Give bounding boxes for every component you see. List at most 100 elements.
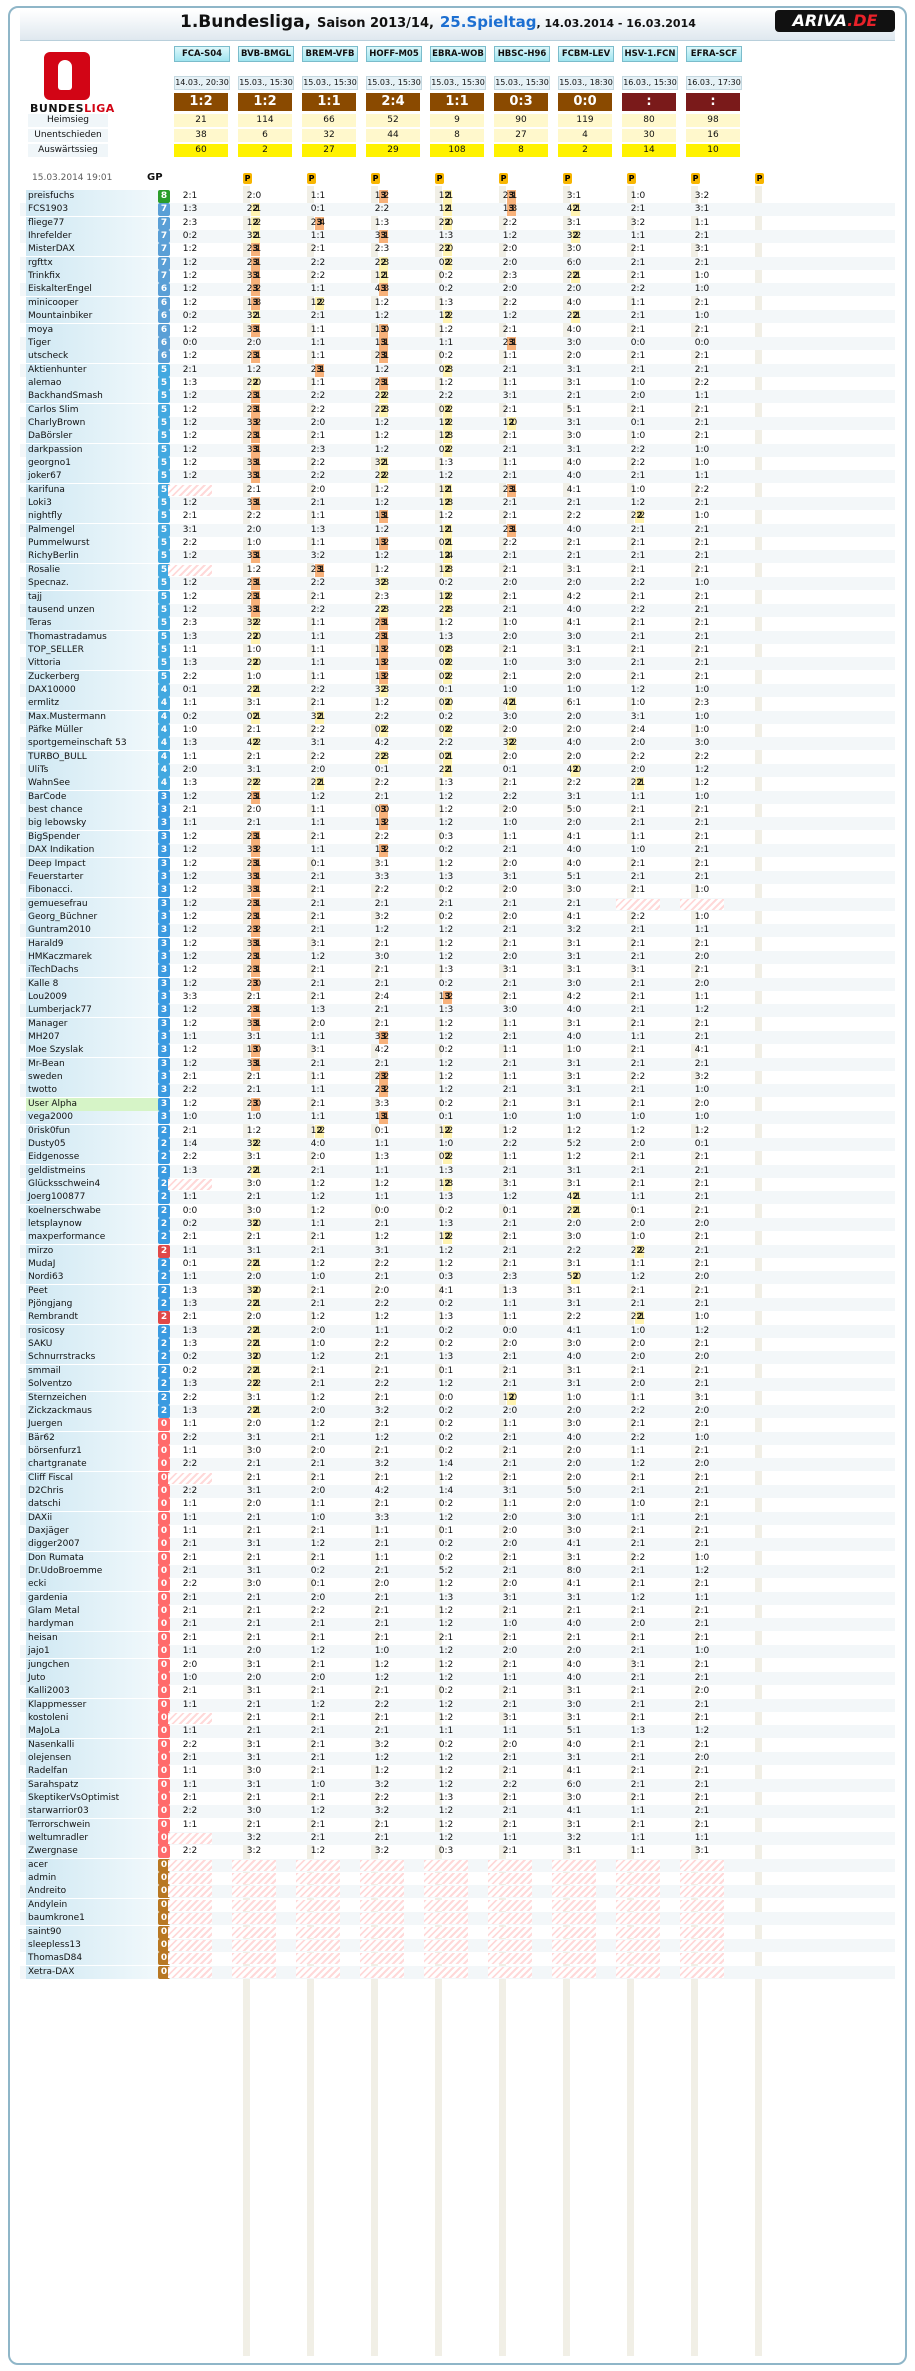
player-name[interactable]: Peet bbox=[26, 1284, 168, 1298]
player-name[interactable]: letsplaynow bbox=[26, 1217, 168, 1231]
player-name[interactable]: ermlitz bbox=[26, 697, 168, 711]
player-name[interactable]: tausend unzen bbox=[26, 603, 168, 617]
player-name[interactable]: Nordi63 bbox=[26, 1271, 168, 1285]
match-teams[interactable]: FCBM-LEV bbox=[558, 46, 614, 62]
player-name[interactable]: acer bbox=[26, 1858, 168, 1872]
player-name[interactable]: Xetra-DAX bbox=[26, 1965, 168, 1979]
player-name[interactable]: Feuerstarter bbox=[26, 870, 168, 884]
player-name[interactable]: Radelfan bbox=[26, 1765, 168, 1779]
player-name[interactable]: Don Rumata bbox=[26, 1551, 168, 1565]
player-name[interactable]: Joerg100877 bbox=[26, 1191, 168, 1205]
player-name[interactable]: Lou2009 bbox=[26, 991, 168, 1004]
player-name[interactable]: Klappmesser bbox=[26, 1698, 168, 1712]
player-name[interactable]: Kalle 8 bbox=[26, 977, 168, 991]
player-name[interactable]: Tiger bbox=[26, 336, 168, 350]
player-name[interactable]: tajj bbox=[26, 590, 168, 604]
player-name[interactable]: Manager bbox=[26, 1017, 168, 1031]
player-name[interactable]: jungchen bbox=[26, 1658, 168, 1672]
player-name[interactable]: Cliff Fiscal bbox=[26, 1471, 168, 1485]
player-name[interactable]: maxperformance bbox=[26, 1231, 168, 1245]
player-name[interactable]: BackhandSmash bbox=[26, 390, 168, 404]
player-name[interactable]: Sternzeichen bbox=[26, 1391, 168, 1405]
player-name[interactable]: alemao bbox=[26, 376, 168, 390]
player-name[interactable]: gardenia bbox=[26, 1591, 168, 1605]
player-name[interactable]: Harald9 bbox=[26, 937, 168, 951]
player-name[interactable]: Eidgenosse bbox=[26, 1151, 168, 1165]
player-name[interactable]: chartgranate bbox=[26, 1458, 168, 1472]
player-name[interactable]: Zuckerberg bbox=[26, 670, 168, 684]
match-teams[interactable]: HBSC-H96 bbox=[494, 46, 550, 62]
player-name[interactable]: Georg_Büchner bbox=[26, 910, 168, 924]
player-name[interactable]: best chance bbox=[26, 804, 168, 818]
player-name[interactable]: Specnaz. bbox=[26, 577, 168, 591]
player-name[interactable]: Carlos Slim bbox=[26, 403, 168, 417]
player-name[interactable]: Guntram2010 bbox=[26, 924, 168, 938]
player-name[interactable]: Vittoria bbox=[26, 657, 168, 671]
player-name[interactable]: mirzo bbox=[26, 1244, 168, 1258]
player-name[interactable]: Bär62 bbox=[26, 1431, 168, 1445]
player-name[interactable]: saint90 bbox=[26, 1925, 168, 1939]
player-name[interactable]: fliege77 bbox=[26, 216, 168, 230]
player-name[interactable]: Palmengel bbox=[26, 523, 168, 537]
player-name[interactable]: Dusty05 bbox=[26, 1137, 168, 1151]
player-name[interactable]: Kalli2003 bbox=[26, 1685, 168, 1699]
player-name[interactable]: jajo1 bbox=[26, 1645, 168, 1659]
player-name[interactable]: Daxjäger bbox=[26, 1525, 168, 1538]
player-name[interactable]: digger2007 bbox=[26, 1538, 168, 1552]
player-name[interactable]: Andreito bbox=[26, 1885, 168, 1899]
player-name[interactable]: Schnurrstracks bbox=[26, 1351, 168, 1365]
player-name[interactable]: MudaJ bbox=[26, 1258, 168, 1271]
player-name[interactable]: Zwergnase bbox=[26, 1845, 168, 1859]
matchday-link[interactable]: 25.Spieltag bbox=[439, 13, 537, 31]
player-name[interactable]: Mountainbiker bbox=[26, 310, 168, 324]
player-name[interactable]: Lumberjack77 bbox=[26, 1004, 168, 1018]
match-teams[interactable]: FCA-S04 bbox=[174, 46, 230, 62]
player-name[interactable]: Aktienhunter bbox=[26, 363, 168, 377]
player-name[interactable]: TOP_SELLER bbox=[26, 643, 168, 657]
player-name[interactable]: hardyman bbox=[26, 1618, 168, 1632]
player-name[interactable]: gemuesefrau bbox=[26, 897, 168, 911]
player-name[interactable]: Nasenkalli bbox=[26, 1738, 168, 1752]
player-name[interactable]: rosicosy bbox=[26, 1324, 168, 1338]
player-name[interactable]: Solventzo bbox=[26, 1378, 168, 1392]
player-name[interactable]: DaBörsler bbox=[26, 430, 168, 444]
player-name[interactable]: moya bbox=[26, 323, 168, 337]
match-teams[interactable]: BREM-VFB bbox=[302, 46, 358, 62]
player-name[interactable]: big lebowsky bbox=[26, 817, 168, 831]
player-name[interactable]: Terrorschwein bbox=[26, 1818, 168, 1832]
player-name[interactable]: geldistmeins bbox=[26, 1164, 168, 1178]
player-name[interactable]: User Alpha bbox=[26, 1097, 168, 1111]
player-name[interactable]: HMKaczmarek bbox=[26, 950, 168, 964]
match-teams[interactable]: HOFF-M05 bbox=[366, 46, 422, 62]
player-name[interactable]: Juto bbox=[26, 1671, 168, 1685]
match-teams[interactable]: EBRA-WOB bbox=[430, 46, 486, 62]
player-name[interactable]: nightfly bbox=[26, 510, 168, 524]
player-name[interactable]: karifuna bbox=[26, 483, 168, 497]
match-teams[interactable]: BVB-BMGL bbox=[238, 46, 294, 62]
player-name[interactable]: 0risk0fun bbox=[26, 1124, 168, 1138]
player-name[interactable]: UliTs bbox=[26, 764, 168, 778]
player-name[interactable]: FCS1903 bbox=[26, 203, 168, 217]
player-name[interactable]: Max.Mustermann bbox=[26, 710, 168, 724]
player-name[interactable]: Moe Szyslak bbox=[26, 1044, 168, 1058]
player-name[interactable]: Pummelwurst bbox=[26, 537, 168, 551]
player-name[interactable]: MH207 bbox=[26, 1031, 168, 1045]
player-name[interactable]: Trinkfix bbox=[26, 270, 168, 284]
player-name[interactable]: WahnSee bbox=[26, 777, 168, 791]
player-name[interactable]: DAXii bbox=[26, 1511, 168, 1525]
player-name[interactable]: datschi bbox=[26, 1498, 168, 1512]
player-name[interactable]: joker67 bbox=[26, 470, 168, 484]
player-name[interactable]: iTechDachs bbox=[26, 964, 168, 978]
player-name[interactable]: TURBO_BULL bbox=[26, 750, 168, 764]
player-name[interactable]: Juergen bbox=[26, 1418, 168, 1432]
player-name[interactable]: SAKU bbox=[26, 1338, 168, 1352]
player-name[interactable]: RichyBerlin bbox=[26, 550, 168, 564]
player-name[interactable]: ThomasD84 bbox=[26, 1952, 168, 1966]
player-name[interactable]: Glam Metal bbox=[26, 1605, 168, 1619]
player-name[interactable]: D2Chris bbox=[26, 1484, 168, 1498]
player-name[interactable]: koelnerschwabe bbox=[26, 1204, 168, 1218]
player-name[interactable]: weltumradler bbox=[26, 1832, 168, 1846]
player-name[interactable]: Fibonacci. bbox=[26, 884, 168, 898]
ariva-logo[interactable]: ARIVA.DE bbox=[775, 10, 895, 32]
player-name[interactable]: CharlyBrown bbox=[26, 416, 168, 430]
